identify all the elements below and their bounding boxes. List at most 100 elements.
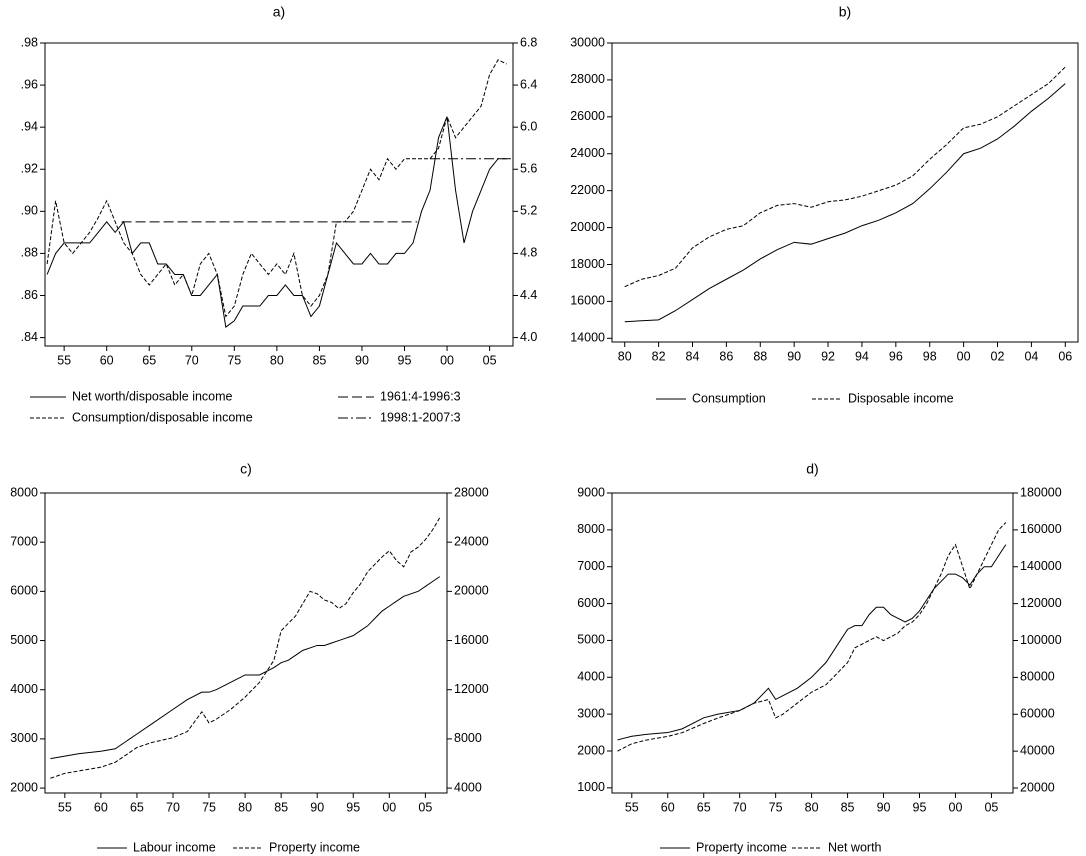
series-line <box>617 522 1007 752</box>
x-tick-label: 70 <box>185 353 199 367</box>
y2-tick-label: 5.2 <box>520 204 537 218</box>
x-tick-label: 90 <box>355 353 369 367</box>
y2-tick-label: 20000 <box>454 584 489 598</box>
x-tick-label: 60 <box>100 353 114 367</box>
y2-tick-label: 5.6 <box>520 162 537 176</box>
y2-tick-label: 4.4 <box>520 288 537 302</box>
chart-title: d) <box>806 461 818 477</box>
legend-label: Net worth/disposable income <box>72 389 233 403</box>
y-tick-label: .98 <box>21 35 38 49</box>
x-tick-label: 94 <box>855 349 869 363</box>
x-tick-label: 65 <box>130 800 144 814</box>
x-tick-label: 70 <box>733 800 747 814</box>
x-tick-label: 92 <box>821 349 835 363</box>
y-tick-label: 26000 <box>570 109 605 123</box>
x-tick-label: 85 <box>841 800 855 814</box>
y-tick-label: 28000 <box>570 72 605 86</box>
x-tick-label: 98 <box>923 349 937 363</box>
plot-frame <box>44 492 448 794</box>
x-tick-label: 95 <box>913 800 927 814</box>
x-tick-label: 55 <box>58 800 72 814</box>
x-tick-label: 90 <box>787 349 801 363</box>
y-tick-label: 20000 <box>570 220 605 234</box>
y-tick-label: .92 <box>21 162 38 176</box>
y2-tick-label: 6.8 <box>520 35 537 49</box>
y-tick-label: .90 <box>21 204 38 218</box>
plot-frame <box>611 42 1079 343</box>
x-tick-label: 96 <box>889 349 903 363</box>
y-tick-label: 7000 <box>10 534 38 548</box>
y2-tick-label: 16000 <box>454 633 489 647</box>
series-line <box>624 83 1066 323</box>
x-tick-label: 00 <box>957 349 971 363</box>
series-line <box>50 576 441 760</box>
x-tick-label: 82 <box>652 349 666 363</box>
y-tick-label: 7000 <box>577 559 605 573</box>
y-tick-label: 6000 <box>577 596 605 610</box>
legend-label: Consumption/disposable income <box>72 410 253 424</box>
plot-frame <box>44 42 514 347</box>
x-tick-label: 85 <box>312 353 326 367</box>
y2-tick-label: 4000 <box>454 780 482 794</box>
x-tick-label: 90 <box>877 800 891 814</box>
x-tick-label: 00 <box>949 800 963 814</box>
y-tick-label: .84 <box>21 330 38 344</box>
legend-label: Labour income <box>133 840 216 854</box>
x-tick-label: 75 <box>227 353 241 367</box>
y-tick-label: 2000 <box>10 780 38 794</box>
y2-tick-label: 180000 <box>1020 485 1062 499</box>
y-tick-label: .86 <box>21 288 38 302</box>
series-line <box>617 544 1007 741</box>
x-tick-label: 95 <box>346 800 360 814</box>
y2-tick-label: 4.8 <box>520 246 537 260</box>
y-tick-label: 18000 <box>570 257 605 271</box>
y-tick-label: 5000 <box>577 633 605 647</box>
x-tick-label: 55 <box>625 800 639 814</box>
x-tick-label: 90 <box>310 800 324 814</box>
y-tick-label: 22000 <box>570 183 605 197</box>
y2-tick-label: 4.0 <box>520 330 537 344</box>
y2-tick-label: 140000 <box>1020 559 1062 573</box>
y-tick-label: 5000 <box>10 633 38 647</box>
x-tick-label: 80 <box>270 353 284 367</box>
x-tick-label: 95 <box>398 353 412 367</box>
y-tick-label: 4000 <box>10 682 38 696</box>
chart-title: c) <box>240 461 252 477</box>
x-tick-label: 65 <box>142 353 156 367</box>
legend-label: Disposable income <box>848 391 954 405</box>
x-tick-label: 75 <box>769 800 783 814</box>
y-tick-label: .88 <box>21 246 38 260</box>
plot-frame <box>611 492 1014 794</box>
legend-label: Net worth <box>828 840 882 854</box>
y-tick-label: 9000 <box>577 485 605 499</box>
legend-label: Property income <box>269 840 360 854</box>
y2-tick-label: 100000 <box>1020 633 1062 647</box>
x-tick-label: 70 <box>166 800 180 814</box>
x-tick-label: 05 <box>984 800 998 814</box>
x-tick-label: 04 <box>1024 349 1038 363</box>
y2-tick-label: 120000 <box>1020 596 1062 610</box>
x-tick-label: 84 <box>686 349 700 363</box>
y2-tick-label: 12000 <box>454 682 489 696</box>
y-tick-label: 30000 <box>570 35 605 49</box>
x-tick-label: 80 <box>805 800 819 814</box>
y-tick-label: .96 <box>21 77 38 91</box>
legend-label: Property income <box>696 840 787 854</box>
y-tick-label: 4000 <box>577 670 605 684</box>
x-tick-label: 05 <box>483 353 497 367</box>
x-tick-label: 55 <box>57 353 71 367</box>
y2-tick-label: 24000 <box>454 534 489 548</box>
y-tick-label: 2000 <box>577 743 605 757</box>
x-tick-label: 05 <box>418 800 432 814</box>
x-tick-label: 60 <box>94 800 108 814</box>
chart-title: a) <box>273 4 285 20</box>
y-tick-label: 24000 <box>570 146 605 160</box>
series-line <box>46 59 507 318</box>
series-line <box>50 517 441 779</box>
x-tick-label: 85 <box>274 800 288 814</box>
y2-tick-label: 8000 <box>454 731 482 745</box>
y2-tick-label: 40000 <box>1020 743 1055 757</box>
x-tick-label: 00 <box>440 353 454 367</box>
legend-label: 1998:1-2007:3 <box>380 410 461 424</box>
y2-tick-label: 28000 <box>454 485 489 499</box>
